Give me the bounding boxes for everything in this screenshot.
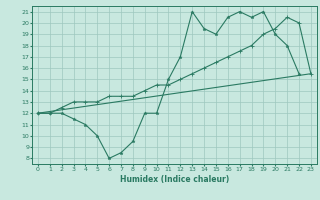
X-axis label: Humidex (Indice chaleur): Humidex (Indice chaleur)	[120, 175, 229, 184]
